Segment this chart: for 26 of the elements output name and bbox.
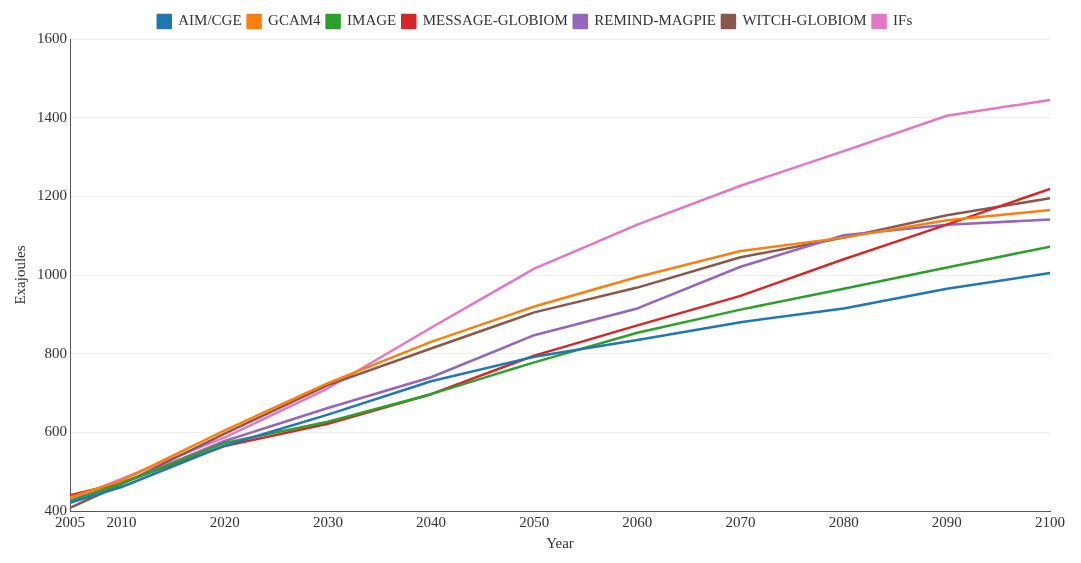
y-axis-title: Exajoules — [11, 245, 28, 305]
x-tick-label: 2100 — [1035, 513, 1065, 530]
x-tick-label: 2050 — [519, 513, 550, 530]
x-tick-label: 2080 — [828, 513, 859, 530]
y-tick-label: 1200 — [37, 187, 67, 204]
x-tick-label: 2010 — [106, 513, 137, 530]
y-tick-label: 1000 — [37, 265, 67, 282]
legend-label: GCAM4 — [268, 12, 322, 29]
x-tick-label: 2090 — [931, 513, 962, 530]
legend-label: IFs — [893, 12, 913, 29]
y-tick-label: 600 — [44, 423, 67, 440]
y-tick-label: 400 — [44, 501, 67, 518]
x-tick-label: 2060 — [622, 513, 653, 530]
y-tick-label: 1600 — [37, 29, 67, 46]
legend-label: IMAGE — [347, 12, 397, 29]
x-tick-label: 2030 — [312, 513, 343, 530]
x-axis-title: Year — [546, 534, 574, 551]
y-tick-label: 800 — [44, 344, 67, 361]
x-tick-label: 2070 — [725, 513, 756, 530]
x-tick-label: 2040 — [416, 513, 447, 530]
legend-label: AIM/CGE — [178, 12, 242, 29]
legend-label: MESSAGE-GLOBIOM — [422, 12, 568, 29]
legend-label: REMIND-MAGPIE — [594, 12, 716, 29]
legend-label: WITCH-GLOBIOM — [742, 12, 867, 29]
x-tick-label: 2020 — [209, 513, 240, 530]
y-tick-label: 1400 — [37, 108, 67, 125]
